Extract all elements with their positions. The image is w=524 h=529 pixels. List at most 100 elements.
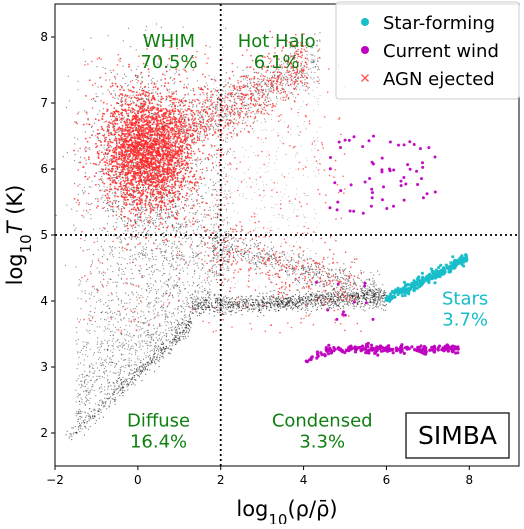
- gas-point: [254, 308, 256, 310]
- gas-point: [288, 304, 290, 306]
- gas-point: [103, 144, 105, 146]
- gas-point: [210, 247, 212, 249]
- gas-point: [143, 332, 145, 334]
- gas-point: [372, 298, 374, 300]
- gas-point: [281, 300, 283, 302]
- gas-point: [169, 181, 171, 183]
- gas-point: [192, 312, 194, 314]
- gas-point: [185, 319, 187, 322]
- gas-point: [194, 301, 196, 303]
- gas-point: [211, 242, 213, 245]
- gas-point: [184, 317, 186, 319]
- gas-point: [100, 386, 102, 388]
- gas-point: [147, 329, 149, 331]
- gas-point: [87, 387, 89, 389]
- gas-point: [147, 334, 150, 336]
- gas-point: [282, 292, 284, 294]
- gas-point: [181, 156, 183, 158]
- gas-point: [197, 185, 200, 187]
- gas-point: [215, 223, 217, 225]
- gas-point: [214, 311, 216, 313]
- gas-point: [156, 290, 158, 293]
- gas-point: [232, 305, 234, 307]
- gas-point: [249, 303, 251, 305]
- gas-point: [263, 315, 265, 317]
- gas-point: [120, 140, 122, 142]
- gas-point: [198, 305, 200, 307]
- gas-point: [147, 230, 149, 232]
- gas-point: [133, 378, 135, 381]
- gas-point: [121, 205, 123, 208]
- gas-point: [254, 298, 256, 300]
- gas-point: [365, 299, 367, 301]
- gas-point: [286, 297, 288, 299]
- gas-point: [298, 298, 300, 300]
- gas-point: [114, 403, 116, 405]
- gas-point: [204, 255, 206, 257]
- gas-point: [109, 253, 111, 255]
- gas-point: [137, 189, 139, 191]
- gas-point: [203, 216, 205, 218]
- gas-point: [221, 310, 223, 312]
- gas-point: [228, 268, 230, 270]
- gas-point: [242, 100, 244, 102]
- gas-point: [196, 158, 198, 160]
- gas-point: [92, 354, 95, 356]
- gas-point: [382, 284, 384, 286]
- gas-point: [107, 230, 109, 233]
- gas-point: [267, 104, 269, 106]
- gas-point: [372, 292, 374, 294]
- gas-point: [148, 319, 150, 321]
- gas-point: [163, 232, 165, 234]
- gas-point: [120, 242, 122, 244]
- gas-point: [185, 332, 187, 334]
- gas-point: [177, 306, 179, 308]
- gas-point: [256, 304, 258, 306]
- gas-point: [243, 300, 245, 302]
- gas-point: [152, 250, 154, 252]
- gas-point: [156, 315, 158, 317]
- gas-point: [261, 78, 263, 80]
- gas-point: [108, 363, 110, 365]
- gas-point: [146, 99, 148, 101]
- gas-point: [100, 171, 102, 173]
- gas-point: [165, 192, 167, 194]
- gas-point: [330, 307, 333, 309]
- gas-point: [125, 339, 127, 342]
- gas-point: [242, 119, 244, 121]
- gas-point: [130, 379, 132, 381]
- gas-point: [119, 349, 121, 351]
- gas-point: [356, 291, 358, 294]
- gas-point: [128, 383, 130, 385]
- gas-point: [128, 359, 130, 361]
- gas-point: [154, 308, 156, 310]
- gas-point: [89, 425, 91, 428]
- gas-point: [179, 293, 181, 295]
- gas-point: [132, 312, 134, 314]
- gas-point: [165, 335, 167, 337]
- gas-point: [141, 341, 143, 343]
- gas-point: [293, 303, 295, 305]
- gas-point: [218, 297, 220, 299]
- gas-point: [213, 315, 215, 317]
- gas-point: [93, 389, 95, 391]
- gas-point: [245, 299, 248, 301]
- gas-point: [355, 298, 357, 300]
- gas-point: [200, 196, 202, 198]
- gas-point: [138, 256, 140, 258]
- gas-point: [237, 295, 239, 297]
- gas-point: [379, 289, 381, 291]
- gas-point: [114, 312, 116, 314]
- gas-point: [94, 381, 96, 383]
- gas-point: [132, 381, 134, 383]
- gas-point: [197, 226, 199, 228]
- gas-point: [96, 237, 99, 239]
- gas-point: [332, 303, 334, 305]
- gas-point: [174, 73, 176, 75]
- gas-point: [112, 256, 115, 258]
- gas-point: [86, 202, 88, 204]
- gas-point: [296, 299, 298, 301]
- gas-point: [177, 192, 179, 194]
- gas-point: [198, 314, 201, 316]
- gas-point: [130, 369, 132, 371]
